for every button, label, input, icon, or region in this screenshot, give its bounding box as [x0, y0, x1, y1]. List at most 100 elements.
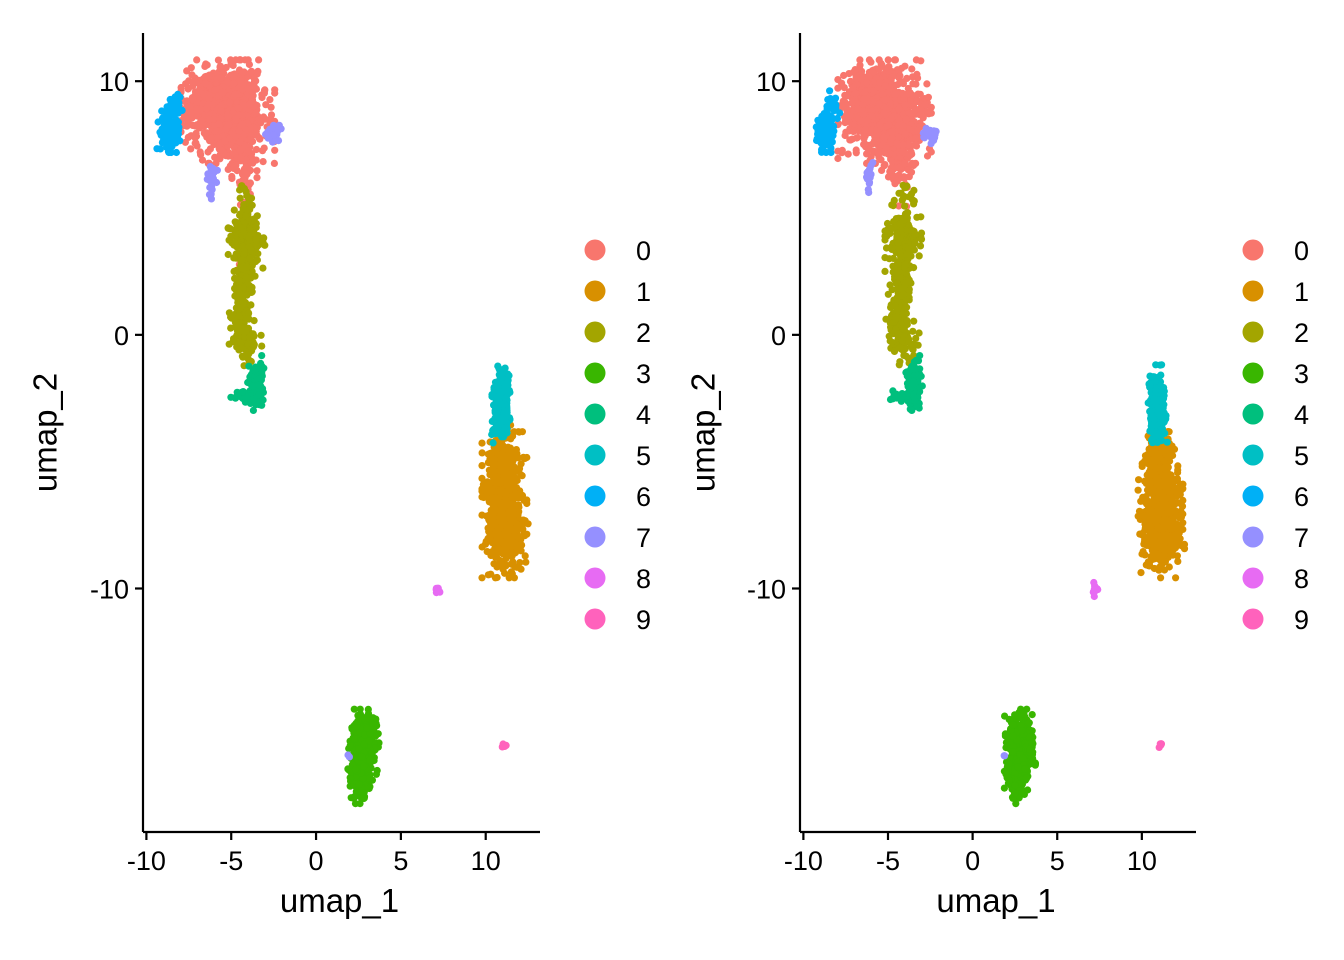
cluster-1-point [497, 559, 505, 567]
cluster-0-point [901, 101, 909, 109]
cluster-6-point [153, 145, 161, 153]
cluster-2-point [253, 256, 261, 264]
cluster-7-point [345, 753, 353, 761]
legend-key-5 [584, 444, 606, 466]
cluster-2-point [235, 284, 243, 292]
cluster-0-point [189, 78, 197, 86]
cluster-2-point [236, 194, 244, 202]
cluster-2-point [236, 211, 244, 219]
cluster-0-point [216, 62, 224, 70]
cluster-0-point [253, 131, 261, 139]
cluster-3-point [346, 742, 354, 750]
cluster-0-point [834, 154, 842, 163]
cluster-7-point [207, 195, 215, 203]
cluster-2-point [235, 312, 243, 320]
cluster-1-point [524, 520, 532, 528]
cluster-1-point [1157, 574, 1165, 582]
cluster-0-point [189, 95, 197, 103]
cluster-0-point [223, 78, 231, 86]
legend-key-9 [584, 608, 606, 630]
legend-item-1: 1 [584, 277, 651, 307]
cluster-0-point [240, 101, 248, 109]
cluster-0-point [854, 105, 862, 113]
cluster-0-point [841, 91, 849, 99]
cluster-0-point [222, 63, 230, 72]
cluster-0-point [245, 147, 253, 155]
cluster-0-point [878, 166, 886, 174]
cluster-0-point [271, 89, 279, 97]
cluster-1-point [521, 552, 529, 560]
y-tick-label: -10 [90, 574, 129, 604]
legend-item-9: 9 [584, 605, 651, 635]
cluster-0-point [880, 109, 888, 117]
cluster-2-point [250, 215, 258, 223]
legend-key-4 [584, 403, 606, 425]
cluster-0-point [183, 67, 191, 75]
cluster-1-point [517, 460, 525, 468]
cluster-0-points [177, 56, 279, 268]
cluster-0-point [863, 79, 871, 87]
cluster-3-point [365, 737, 373, 745]
cluster-0-point [270, 159, 278, 167]
cluster-0-point [214, 134, 222, 142]
cluster-0-point [904, 166, 912, 174]
cluster-0-point [232, 133, 240, 141]
cluster-1-point [491, 505, 499, 513]
cluster-6-point [156, 128, 165, 136]
cluster-0-point [254, 67, 262, 75]
cluster-1-point [507, 568, 515, 576]
cluster-0-point [875, 56, 883, 64]
cluster-0-point [262, 101, 270, 109]
cluster-0-point [239, 68, 247, 76]
cluster-7-point [208, 186, 216, 194]
cluster-8-points [432, 584, 444, 597]
cluster-0-point [217, 107, 225, 115]
cluster-3-point [356, 705, 364, 713]
legend-item-3: 3 [584, 359, 651, 389]
cluster-2-point [239, 291, 247, 299]
cluster-0-point [198, 156, 207, 164]
cluster-0-point [191, 134, 199, 142]
cluster-2-point [244, 274, 252, 282]
cluster-1-point [499, 518, 507, 527]
cluster-1-point [484, 478, 492, 486]
cluster-7-point [207, 165, 215, 173]
cluster-2-point [242, 212, 250, 220]
cluster-0-point [218, 89, 226, 97]
cluster-0-point [224, 165, 232, 173]
legend-key-7 [584, 526, 606, 548]
cluster-0-point [247, 136, 255, 144]
cluster-6-point [167, 135, 175, 143]
x-tick-label: 0 [309, 846, 324, 876]
cluster-0-point [844, 150, 852, 158]
cluster-0-point [238, 120, 247, 128]
legend-item-2: 2 [584, 318, 651, 348]
cluster-5-point [492, 422, 500, 430]
cluster-0-point [250, 83, 258, 91]
cluster-0-point [916, 90, 924, 98]
cluster-0-point [861, 126, 870, 134]
cluster-5-point [496, 414, 504, 422]
cluster-6-point [174, 104, 182, 112]
cluster-4-point [245, 362, 253, 370]
cluster-9-point [499, 740, 507, 748]
cluster-1-point [478, 574, 486, 582]
cluster-2-point [252, 236, 260, 244]
cluster-0-point [259, 158, 267, 166]
cluster-3-point [366, 756, 374, 764]
cluster-0-point [896, 72, 904, 80]
cluster-1-point [506, 514, 514, 522]
cluster-0-point [241, 56, 249, 64]
cluster-0-point [891, 56, 900, 64]
cluster-2-point [247, 246, 255, 255]
cluster-6-point [174, 118, 182, 126]
cluster-0-point [195, 87, 203, 96]
cluster-0-point [217, 146, 226, 154]
cluster-3-point [364, 705, 372, 714]
cluster-1-point [1174, 462, 1182, 470]
cluster-0-point [201, 62, 209, 70]
legend-label: 2 [636, 318, 651, 348]
cluster-0-point [902, 116, 910, 124]
cluster-0-point [266, 96, 274, 104]
